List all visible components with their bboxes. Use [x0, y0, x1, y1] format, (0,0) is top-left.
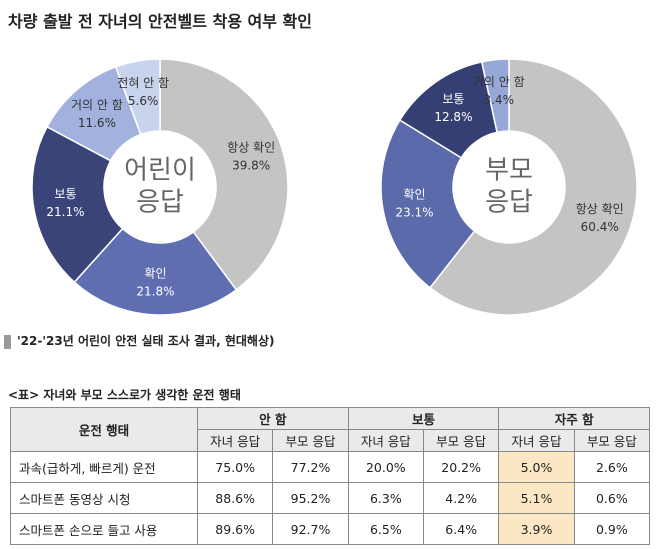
donut-slice	[114, 58, 161, 136]
table-head: 운전 행태 안 함 보통 자주 함 자녀 응답 부모 응답 자녀 응답 부모 응답 자녀 응답 부…	[10, 407, 651, 452]
table-cell: 6.3%	[347, 482, 424, 514]
table-row: 스마트폰 손으로 들고 사용 89.6% 92.7% 6.5% 6.4% 3.9% 0.9%	[10, 513, 651, 545]
donut-slice	[73, 227, 238, 316]
table-cell: 2.6%	[573, 451, 651, 483]
table-cell: 5.0%	[498, 451, 575, 483]
row-label: 스마트폰 손으로 들고 사용	[10, 513, 198, 545]
table: 운전 행태 안 함 보통 자주 함 자녀 응답 부모 응답 자녀 응답 부모 응답 자녀 응답 부…	[10, 407, 651, 545]
table-cell: 92.7%	[272, 513, 349, 545]
table-cell: 5.1%	[498, 482, 575, 514]
table-cell: 4.2%	[422, 482, 500, 514]
slice-value: 60.4%	[581, 220, 619, 234]
table-cell: 6.5%	[347, 513, 424, 545]
header-cell: 자녀 응답	[347, 429, 424, 452]
slice-label: 전혀 안 함	[117, 76, 169, 90]
slice-label: 항상 확인	[227, 140, 275, 154]
slice-value: 39.8%	[232, 158, 270, 172]
center-label: 응답	[485, 188, 533, 218]
header-cell: 안 함	[197, 407, 349, 430]
title: 차량 출발 전 자녀의 안전벨트 착용 여부 확인	[8, 12, 312, 31]
table-cell: 20.0%	[347, 451, 424, 483]
donut-slice	[380, 119, 476, 289]
slice-value: 11.6%	[78, 116, 116, 130]
slice-value: 23.1%	[395, 206, 433, 220]
source-note: '22-'23년 어린이 안전 실태 조사 결과, 현대해상)	[4, 332, 274, 349]
slice-value: 21.1%	[46, 205, 84, 219]
donut-slice	[159, 58, 289, 291]
center-label: 응답	[136, 188, 184, 218]
table-cell: 0.9%	[573, 513, 651, 545]
slice-label: 항상 확인	[576, 202, 624, 216]
header-row: 자녀 응답 부모 응답 자녀 응답 부모 응답 자녀 응답 부모 응답	[11, 429, 651, 452]
slice-value: 21.8%	[136, 284, 174, 298]
table-cell: 0.6%	[573, 482, 651, 514]
slice-value: 12.8%	[434, 110, 472, 124]
table-cell: 75.0%	[196, 451, 274, 483]
table-cell: 20.2%	[422, 451, 500, 483]
slice-label: 확인	[144, 266, 166, 280]
donut-slice	[31, 125, 124, 284]
header-cell: 부모 응답	[422, 429, 500, 452]
table-body: 과속(급하게, 빠르게) 운전 75.0% 77.2% 20.0% 20.2% 5.0% 2…	[10, 451, 651, 545]
header-cell: 보통	[347, 407, 500, 430]
center-label: 부모	[485, 156, 533, 186]
row-label: 스마트폰 동영상 시청	[10, 482, 198, 514]
table-row: 과속(급하게, 빠르게) 운전 75.0% 77.2% 20.0% 20.2% 5.0% 2…	[10, 451, 651, 483]
center-label: 어린이	[124, 156, 196, 186]
table-cell: 89.6%	[196, 513, 274, 545]
table-caption: <표> 자녀와 부모 스스로가 생각한 운전 행태	[8, 388, 241, 402]
header-cell: 자녀 응답	[498, 429, 575, 452]
slice-label: 보통	[54, 187, 76, 201]
header-cell: 자주 함	[498, 407, 650, 430]
charts: 항상 확인 39.8% 확인 21.8% 보통 21.1% 거의 안 함 11.6% 전혀 안 …	[31, 58, 638, 316]
slice-value: 5.6%	[128, 94, 159, 108]
slice-label: 거의 안 함	[473, 75, 525, 89]
header-row: 운전 행태 안 함 보통 자주 함	[10, 407, 650, 452]
marker	[4, 334, 11, 349]
table-cell: 88.6%	[196, 482, 274, 514]
table-cell: 6.4%	[422, 513, 500, 545]
table-cell: 95.2%	[272, 482, 349, 514]
header-cell: 운전 행태	[10, 407, 198, 452]
table-cell: 77.2%	[272, 451, 349, 483]
table-row: 스마트폰 동영상 시청 88.6% 95.2% 6.3% 4.2% 5.1% 0.6%	[10, 482, 651, 514]
donut-slice	[480, 58, 510, 134]
header-cell: 부모 응답	[573, 429, 651, 452]
header-cell: 자녀 응답	[196, 429, 274, 452]
slice-value: 3.4%	[483, 93, 514, 107]
row-label: 과속(급하게, 빠르게) 운전	[10, 451, 198, 483]
header-cell: 부모 응답	[272, 429, 349, 452]
slice-label: 거의 안 함	[71, 98, 123, 112]
source-text: '22-'23년 어린이 안전 실태 조사 결과, 현대해상)	[17, 334, 275, 348]
donut-slice	[428, 58, 638, 316]
slice-label: 확인	[403, 188, 425, 202]
table-cell: 3.9%	[498, 513, 575, 545]
slice-label: 보통	[442, 92, 464, 106]
